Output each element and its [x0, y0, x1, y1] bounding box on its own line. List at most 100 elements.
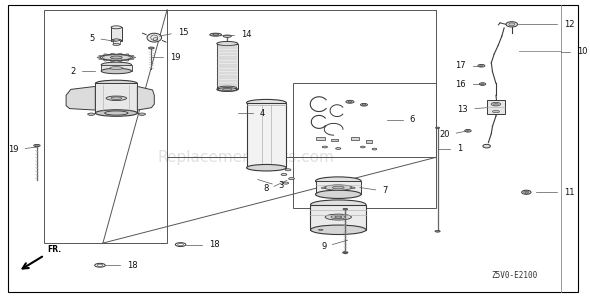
Ellipse shape: [310, 200, 366, 209]
Ellipse shape: [96, 110, 137, 116]
Ellipse shape: [111, 97, 122, 99]
Polygon shape: [137, 86, 155, 110]
Ellipse shape: [113, 39, 120, 41]
Bar: [247, 103, 286, 168]
Ellipse shape: [130, 59, 134, 60]
Ellipse shape: [104, 111, 128, 115]
Ellipse shape: [222, 88, 232, 90]
Text: 10: 10: [577, 47, 588, 56]
Ellipse shape: [435, 127, 440, 129]
Ellipse shape: [494, 103, 499, 105]
Bar: [351, 137, 359, 140]
Ellipse shape: [335, 216, 342, 218]
Ellipse shape: [223, 35, 231, 37]
Text: 2: 2: [70, 67, 76, 75]
Ellipse shape: [344, 252, 346, 253]
Ellipse shape: [34, 144, 40, 147]
Ellipse shape: [217, 87, 238, 91]
Ellipse shape: [506, 22, 517, 27]
Ellipse shape: [88, 113, 95, 116]
Ellipse shape: [283, 182, 289, 184]
Bar: [310, 205, 366, 230]
Bar: [330, 139, 337, 141]
Ellipse shape: [522, 190, 531, 194]
Ellipse shape: [310, 225, 366, 235]
Ellipse shape: [247, 165, 286, 171]
Text: 17: 17: [455, 61, 466, 70]
Ellipse shape: [362, 104, 366, 105]
Ellipse shape: [360, 146, 365, 148]
Text: 9: 9: [321, 242, 326, 251]
Ellipse shape: [100, 54, 132, 61]
Bar: [113, 40, 120, 45]
Ellipse shape: [525, 192, 527, 193]
Text: 15: 15: [178, 28, 188, 37]
Ellipse shape: [281, 173, 287, 176]
Ellipse shape: [97, 57, 100, 58]
Ellipse shape: [119, 61, 122, 62]
Ellipse shape: [104, 60, 107, 61]
Ellipse shape: [435, 230, 440, 232]
Ellipse shape: [149, 47, 155, 49]
Ellipse shape: [343, 208, 348, 210]
Bar: [293, 83, 436, 208]
Ellipse shape: [110, 56, 122, 59]
Text: 7: 7: [382, 187, 388, 195]
Ellipse shape: [110, 67, 123, 69]
Ellipse shape: [346, 100, 354, 103]
Bar: [316, 181, 361, 194]
Text: FR.: FR.: [47, 245, 61, 254]
Ellipse shape: [213, 34, 218, 35]
Ellipse shape: [119, 53, 122, 54]
Ellipse shape: [139, 113, 146, 116]
Ellipse shape: [372, 148, 377, 150]
Text: 4: 4: [260, 108, 266, 118]
Ellipse shape: [104, 54, 107, 55]
Ellipse shape: [218, 86, 237, 90]
Ellipse shape: [493, 110, 500, 113]
Text: 5: 5: [89, 34, 94, 42]
Ellipse shape: [111, 26, 122, 29]
Bar: [316, 137, 325, 140]
Ellipse shape: [101, 62, 132, 67]
Text: 8: 8: [264, 184, 269, 193]
Ellipse shape: [126, 54, 129, 55]
Ellipse shape: [99, 55, 102, 56]
Ellipse shape: [331, 215, 346, 219]
Ellipse shape: [113, 43, 120, 45]
Text: 20: 20: [439, 130, 450, 139]
Text: Z5V0-E2100: Z5V0-E2100: [492, 271, 538, 280]
Text: 6: 6: [409, 115, 415, 124]
Ellipse shape: [465, 129, 471, 132]
Text: 11: 11: [563, 188, 574, 197]
Ellipse shape: [111, 39, 122, 42]
Ellipse shape: [481, 83, 484, 85]
Ellipse shape: [348, 101, 352, 102]
Ellipse shape: [218, 88, 237, 91]
Ellipse shape: [322, 187, 326, 189]
Text: 3: 3: [278, 181, 284, 190]
Ellipse shape: [478, 64, 485, 67]
Text: 1: 1: [457, 144, 463, 153]
Ellipse shape: [483, 144, 490, 148]
Ellipse shape: [325, 214, 352, 220]
Ellipse shape: [99, 59, 102, 60]
Ellipse shape: [343, 252, 348, 253]
Ellipse shape: [319, 229, 323, 230]
Ellipse shape: [285, 169, 291, 171]
Bar: [487, 100, 505, 114]
Ellipse shape: [332, 186, 344, 189]
Ellipse shape: [35, 145, 38, 146]
Ellipse shape: [467, 130, 470, 131]
Ellipse shape: [111, 61, 114, 62]
Ellipse shape: [479, 83, 486, 85]
Ellipse shape: [322, 146, 327, 148]
Bar: [101, 64, 132, 71]
Ellipse shape: [316, 190, 361, 198]
Bar: [111, 27, 122, 41]
Ellipse shape: [324, 185, 352, 190]
Ellipse shape: [106, 96, 127, 100]
Bar: [44, 10, 167, 243]
Text: 18: 18: [127, 261, 137, 270]
Ellipse shape: [111, 53, 114, 54]
